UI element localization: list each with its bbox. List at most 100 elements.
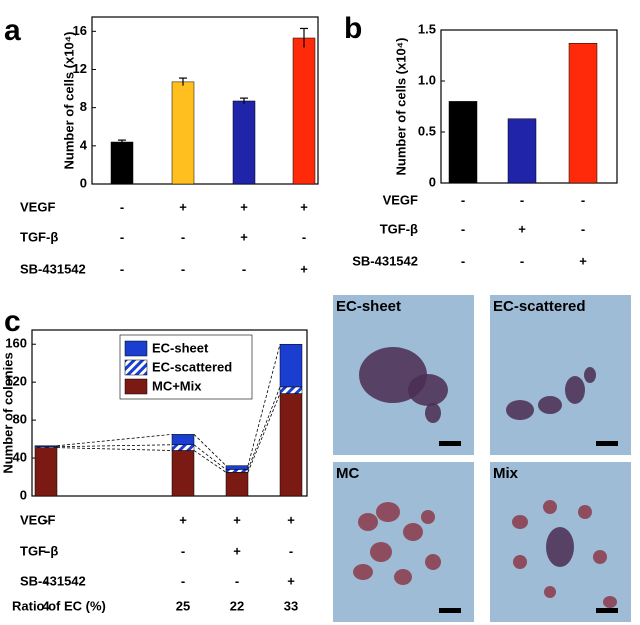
condition-label: TGF-β bbox=[20, 229, 58, 244]
legend-label: MC+Mix bbox=[152, 378, 202, 393]
image-label: Mix bbox=[493, 465, 519, 482]
connector-line bbox=[56, 444, 173, 448]
cell bbox=[543, 500, 557, 514]
cell bbox=[513, 555, 527, 569]
legend-swatch bbox=[124, 359, 148, 376]
bar-segment bbox=[279, 386, 303, 394]
scale-bar bbox=[596, 608, 618, 613]
bar bbox=[507, 118, 537, 184]
connector-line bbox=[247, 344, 281, 466]
y-tick-label: 12 bbox=[73, 61, 87, 76]
condition-sign: + bbox=[179, 512, 187, 527]
legend-swatch bbox=[124, 378, 148, 395]
condition-sign: - bbox=[520, 192, 524, 207]
bar bbox=[171, 81, 195, 185]
y-tick-label: 0 bbox=[20, 487, 27, 502]
condition-sign: - bbox=[461, 192, 465, 207]
cell bbox=[565, 376, 585, 404]
connector-line bbox=[193, 444, 227, 470]
condition-sign: - bbox=[461, 253, 465, 268]
condition-sign: - bbox=[461, 221, 465, 236]
condition-label: TGF-β bbox=[380, 221, 418, 236]
image-label: EC-sheet bbox=[336, 298, 401, 315]
condition-label: VEGF bbox=[20, 199, 55, 214]
condition-sign: - bbox=[120, 199, 124, 214]
condition-sign: - bbox=[581, 192, 585, 207]
y-axis-label: Number of colonies bbox=[0, 352, 15, 473]
bar-segment bbox=[225, 472, 249, 497]
bar-segment bbox=[34, 447, 58, 497]
image-label: MC bbox=[336, 465, 359, 482]
condition-label: SB-431542 bbox=[20, 261, 86, 276]
cell bbox=[394, 569, 412, 585]
y-tick-label: 0.5 bbox=[418, 123, 436, 138]
y-axis-label: Number of cells (x10⁴) bbox=[393, 38, 408, 176]
panel-letter: b bbox=[344, 12, 362, 45]
panel-letter: c bbox=[4, 305, 21, 338]
cell bbox=[506, 400, 534, 420]
cell bbox=[425, 554, 441, 570]
condition-sign: + bbox=[518, 221, 526, 236]
condition-sign: + bbox=[240, 229, 248, 244]
ratio-value: 4 bbox=[42, 598, 50, 613]
condition-sign: - bbox=[44, 512, 48, 527]
cell bbox=[544, 586, 556, 598]
plot-frame bbox=[91, 16, 319, 185]
y-tick-label: 4 bbox=[80, 137, 88, 152]
bar-segment bbox=[279, 343, 303, 388]
connector-line bbox=[247, 393, 281, 473]
cell bbox=[578, 505, 592, 519]
scale-bar bbox=[439, 441, 461, 446]
condition-sign: + bbox=[300, 199, 308, 214]
condition-sign: - bbox=[235, 573, 239, 588]
condition-sign: - bbox=[120, 261, 124, 276]
micrograph bbox=[333, 462, 474, 622]
bar-segment bbox=[279, 393, 303, 497]
y-tick-label: 40 bbox=[13, 449, 27, 464]
ratio-value: 25 bbox=[176, 598, 190, 613]
condition-sign: + bbox=[240, 199, 248, 214]
y-tick-label: 1.0 bbox=[418, 72, 436, 87]
cell bbox=[593, 550, 607, 564]
connector-line bbox=[193, 434, 227, 466]
condition-sign: + bbox=[579, 253, 587, 268]
cell bbox=[403, 523, 423, 541]
y-axis-label: Number of cells (x10⁴) bbox=[61, 32, 76, 170]
condition-sign: - bbox=[181, 543, 185, 558]
bar-segment bbox=[171, 444, 195, 451]
bar-segment bbox=[225, 465, 249, 470]
cell bbox=[538, 396, 562, 414]
bar-segment bbox=[171, 450, 195, 497]
condition-sign: - bbox=[44, 543, 48, 558]
condition-sign: + bbox=[179, 199, 187, 214]
cell bbox=[603, 596, 617, 608]
y-tick-label: 0 bbox=[80, 175, 87, 190]
condition-sign: - bbox=[242, 261, 246, 276]
panel-letter: a bbox=[4, 14, 21, 47]
cell bbox=[546, 527, 574, 567]
condition-sign: - bbox=[302, 229, 306, 244]
condition-sign: + bbox=[233, 512, 241, 527]
plot-frame bbox=[31, 329, 308, 497]
connector-line bbox=[56, 447, 173, 451]
image-label: EC-scattered bbox=[493, 298, 586, 315]
cell bbox=[358, 513, 378, 531]
condition-label: VEGF bbox=[20, 512, 55, 527]
scale-bar bbox=[439, 608, 461, 613]
legend-label: EC-scattered bbox=[152, 359, 232, 374]
ratio-label: Ratio of EC (%) bbox=[12, 598, 106, 613]
y-tick-label: 80 bbox=[13, 412, 27, 427]
condition-label: SB-431542 bbox=[20, 573, 86, 588]
condition-sign: - bbox=[581, 221, 585, 236]
bar bbox=[448, 101, 478, 184]
micrograph bbox=[490, 295, 631, 455]
legend-label: EC-sheet bbox=[152, 340, 209, 355]
bar bbox=[568, 43, 598, 184]
cell bbox=[370, 542, 392, 562]
condition-sign: + bbox=[300, 261, 308, 276]
condition-sign: + bbox=[287, 512, 295, 527]
condition-sign: + bbox=[233, 543, 241, 558]
cell bbox=[376, 502, 400, 522]
cell bbox=[421, 510, 435, 524]
bar-segment bbox=[34, 445, 58, 447]
